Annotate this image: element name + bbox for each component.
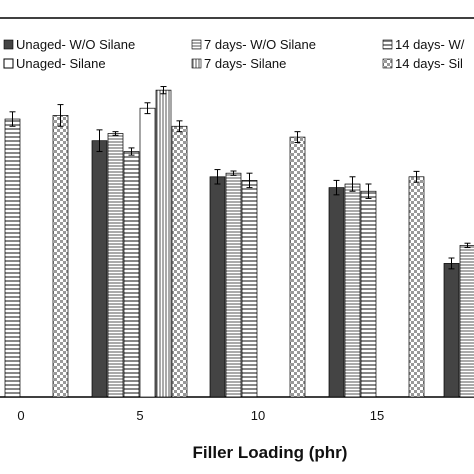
- bar-14-days-silane-0: [52, 115, 69, 398]
- error-bar-unaged-w-o-silane-10: [214, 169, 221, 185]
- bar-7-days-w-o-silane-5: [107, 133, 124, 398]
- legend-label-14days-wo-silane: 14 days- W/: [395, 37, 465, 52]
- legend-swatch-14days-silane: [382, 58, 393, 69]
- error-bar-14-days-w-o-silane-5: [128, 147, 135, 156]
- legend-label-14days-silane: 14 days- Sil: [395, 56, 463, 71]
- bar-unaged-silane-5: [139, 107, 156, 398]
- bar-14-days-silane-5: [171, 125, 188, 398]
- bar-unaged-w-o-silane-5: [91, 140, 108, 398]
- bar-14-days-w-o-silane-10: [241, 180, 258, 398]
- error-bar-7-days-w-o-silane-5: [112, 131, 119, 136]
- legend-label-unaged-wo-silane: Unaged- W/O Silane: [16, 37, 135, 52]
- bar-14-days-w-o-silane-0: [4, 118, 21, 398]
- bar-7-days-silane-5: [155, 89, 172, 398]
- legend-label-7days-silane: 7 days- Silane: [204, 56, 286, 71]
- x-tick-label-5: 5: [136, 408, 143, 423]
- legend-swatch-14days-wo-silane: [382, 39, 393, 50]
- legend-swatch-unaged-silane: [3, 58, 14, 69]
- bar-14-days-w-o-silane-15: [360, 190, 377, 398]
- error-bar-14-days-w-o-silane-10: [246, 172, 253, 189]
- legend: Unaged- W/O Silane 7 days- W/O Silane 14…: [3, 37, 465, 71]
- error-bar-14-days-w-o-silane-15: [365, 183, 372, 199]
- error-bar-14-days-w-o-silane-0: [9, 111, 16, 127]
- error-bar-7-days-w-o-silane-15: [349, 176, 356, 192]
- legend-swatch-unaged-wo-silane: [3, 39, 14, 50]
- bar-7-days-w-o-silane-15: [344, 183, 361, 398]
- error-bar-14-days-silane-5: [176, 120, 183, 133]
- error-bar-unaged-silane-5: [144, 102, 151, 115]
- error-bar-7-days-w-o-silane-10: [230, 170, 237, 176]
- bar-unaged-w-o-silane-10: [209, 176, 226, 398]
- error-bar-7-days-silane-5: [160, 86, 167, 95]
- error-bar-14-days-silane-15: [413, 170, 420, 183]
- error-bar-14-days-silane-10: [294, 131, 301, 143]
- x-tick-label-15: 15: [370, 408, 384, 423]
- bar-unaged-w-o-silane-15: [328, 187, 345, 398]
- bar-14-days-silane-10: [289, 136, 306, 398]
- bar-7-days-w-o-silane-20: [459, 245, 474, 398]
- bar-14-days-silane-15: [408, 176, 425, 398]
- x-tick-label-0: 0: [17, 408, 24, 423]
- error-bar-unaged-w-o-silane-20: [448, 257, 455, 270]
- error-bar-7-days-w-o-silane-20: [464, 242, 471, 249]
- bar-unaged-w-o-silane-20: [443, 263, 460, 398]
- x-axis-title: Filler Loading (phr): [193, 443, 348, 462]
- legend-swatch-7days-wo-silane: [191, 39, 202, 50]
- legend-swatch-7days-silane: [191, 58, 202, 69]
- legend-label-unaged-silane: Unaged- Silane: [16, 56, 106, 71]
- x-tick-label-10: 10: [251, 408, 265, 423]
- bar-7-days-w-o-silane-10: [225, 172, 242, 398]
- error-bar-14-days-silane-0: [57, 104, 64, 127]
- bar-14-days-w-o-silane-5: [123, 151, 140, 398]
- error-bar-unaged-w-o-silane-5: [96, 129, 103, 153]
- error-bar-unaged-w-o-silane-15: [333, 179, 340, 196]
- legend-label-7days-wo-silane: 7 days- W/O Silane: [204, 37, 316, 52]
- bars-group: [4, 86, 474, 398]
